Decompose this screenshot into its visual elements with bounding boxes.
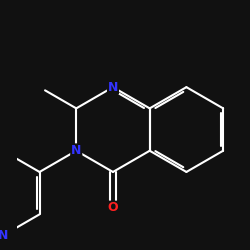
- Text: N: N: [108, 81, 118, 94]
- Text: N: N: [71, 144, 82, 157]
- Text: N: N: [0, 229, 8, 242]
- Text: O: O: [108, 202, 118, 214]
